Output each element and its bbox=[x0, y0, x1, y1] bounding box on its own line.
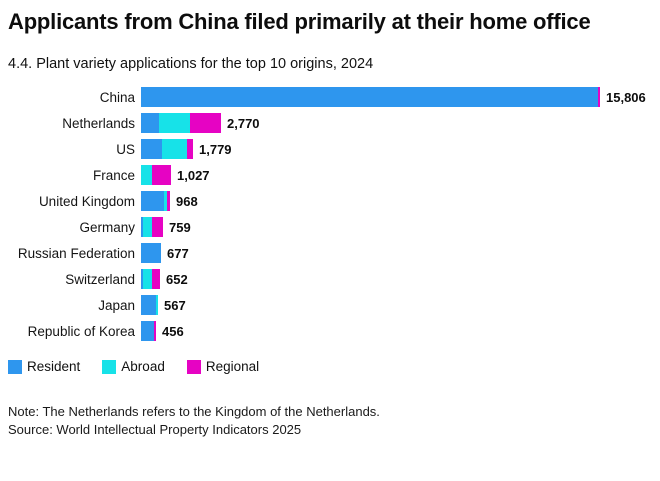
legend-label: Abroad bbox=[121, 359, 165, 375]
bar-segment-regional bbox=[598, 87, 600, 108]
bar-segment-abroad bbox=[143, 217, 152, 238]
stacked-bar bbox=[141, 217, 163, 238]
category-label: China bbox=[99, 89, 135, 105]
legend: Resident Abroad Regional bbox=[8, 359, 660, 374]
stacked-bar bbox=[141, 87, 600, 108]
bar-segment-abroad bbox=[162, 139, 187, 160]
bar-segment-resident bbox=[141, 113, 159, 134]
bar-segment-regional bbox=[190, 113, 221, 134]
category-label: Netherlands bbox=[62, 115, 135, 131]
value-label: 652 bbox=[166, 271, 188, 287]
bar-segment-regional bbox=[154, 321, 156, 342]
stacked-bar bbox=[141, 139, 193, 160]
value-label: 456 bbox=[162, 323, 184, 339]
category-label: Germany bbox=[79, 219, 135, 235]
stacked-bar bbox=[141, 191, 170, 212]
chart-row: US 1,779 bbox=[0, 136, 660, 162]
chart-row: France 1,027 bbox=[0, 162, 660, 188]
chart-title: Applicants from China filed primarily at… bbox=[8, 9, 591, 34]
stacked-bar bbox=[141, 321, 156, 342]
category-label: United Kingdom bbox=[38, 193, 135, 209]
value-label: 759 bbox=[169, 219, 191, 235]
legend-item-resident: Resident bbox=[8, 359, 80, 374]
value-label: 968 bbox=[176, 193, 198, 209]
category-label: US bbox=[116, 141, 135, 157]
bar-segment-resident bbox=[141, 217, 143, 238]
bar-chart: China 15,806 Netherlands 2,770 US 1,779 France… bbox=[0, 84, 660, 344]
value-label: 567 bbox=[164, 297, 186, 313]
value-label: 15,806 bbox=[606, 89, 646, 105]
bar-segment-abroad bbox=[159, 113, 190, 134]
chart-source: Source: World Intellectual Property Indi… bbox=[8, 422, 302, 438]
chart-row: Netherlands 2,770 bbox=[0, 110, 660, 136]
bar-segment-abroad bbox=[156, 295, 158, 316]
value-label: 1,779 bbox=[199, 141, 232, 157]
legend-item-regional: Regional bbox=[186, 359, 260, 375]
bar-segment-regional bbox=[152, 217, 163, 238]
bar-segment-resident bbox=[141, 321, 154, 342]
chart-subtitle: 4.4. Plant variety applications for the … bbox=[8, 56, 374, 73]
regional-swatch-icon bbox=[186, 359, 201, 374]
bar-segment-regional bbox=[167, 191, 170, 212]
chart-row: Republic of Korea 456 bbox=[0, 318, 660, 344]
chart-row: Switzerland 652 bbox=[0, 266, 660, 292]
bar-segment-abroad bbox=[164, 191, 167, 212]
category-label: Japan bbox=[98, 297, 135, 313]
category-label: Russian Federation bbox=[17, 245, 135, 261]
bar-segment-resident bbox=[141, 295, 156, 316]
category-label: France bbox=[92, 167, 135, 183]
chart-row: United Kingdom 968 bbox=[0, 188, 660, 214]
chart-row: Russian Federation 677 bbox=[0, 240, 660, 266]
category-label: Republic of Korea bbox=[27, 323, 135, 339]
bar-segment-abroad bbox=[141, 165, 152, 186]
abroad-swatch-icon bbox=[102, 359, 117, 374]
legend-item-abroad: Abroad bbox=[102, 359, 165, 374]
value-label: 2,770 bbox=[227, 115, 260, 131]
resident-swatch-icon bbox=[8, 359, 22, 374]
stacked-bar bbox=[141, 243, 161, 264]
chart-row: China 15,806 bbox=[0, 84, 660, 110]
chart-row: Japan 567 bbox=[0, 292, 660, 318]
bar-segment-regional bbox=[187, 139, 193, 160]
legend-label: Regional bbox=[205, 359, 260, 375]
chart-note: Note: The Netherlands refers to the King… bbox=[8, 404, 380, 420]
category-label: Switzerland bbox=[65, 271, 135, 287]
bar-segment-abroad bbox=[143, 269, 152, 290]
stacked-bar bbox=[141, 165, 171, 186]
bar-segment-regional bbox=[152, 269, 160, 290]
bar-segment-resident bbox=[141, 87, 598, 108]
stacked-bar bbox=[141, 295, 158, 316]
bar-segment-resident bbox=[141, 139, 162, 160]
stacked-bar bbox=[141, 113, 221, 134]
stacked-bar bbox=[141, 269, 160, 290]
bar-segment-resident bbox=[141, 191, 164, 212]
bar-segment-resident bbox=[141, 269, 143, 290]
legend-label: Resident bbox=[27, 359, 81, 375]
bar-segment-regional bbox=[152, 165, 171, 186]
chart-row: Germany 759 bbox=[0, 214, 660, 240]
bar-segment-resident bbox=[141, 243, 161, 264]
value-label: 1,027 bbox=[177, 167, 210, 183]
value-label: 677 bbox=[167, 245, 189, 261]
